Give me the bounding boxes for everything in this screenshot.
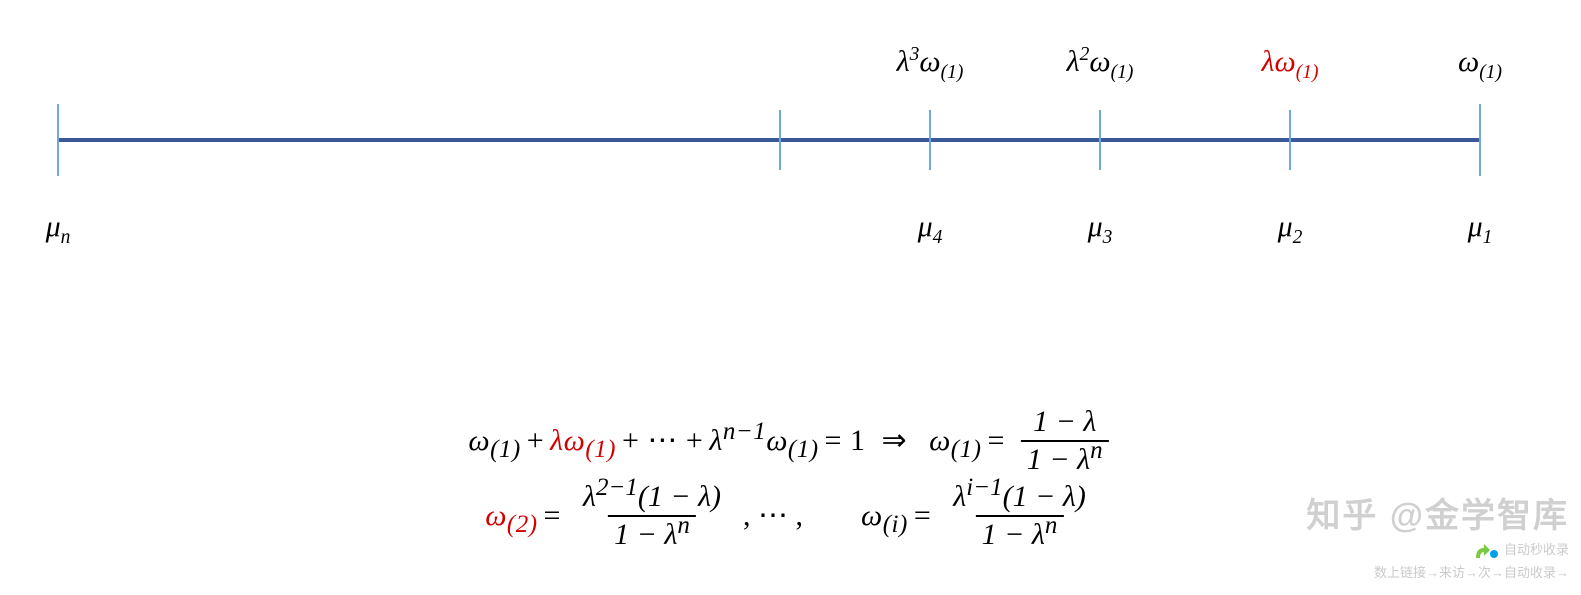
watermark-logo: 自动秒收录: [1306, 539, 1569, 560]
frac-num: λi−1(1 − λ): [947, 481, 1092, 515]
top-label-mu_2: λω(1): [1262, 45, 1319, 79]
bottom-label-mu_2: μ2: [1278, 210, 1303, 244]
frac-den: 1 − λn: [976, 515, 1064, 551]
watermark-main: 知乎 @金学智库: [1306, 488, 1569, 537]
top-label-mu_3: λ2ω(1): [1067, 45, 1134, 79]
tick-blank: [779, 110, 781, 170]
frac-omegai: λi−1(1 − λ) 1 − λn: [947, 481, 1092, 550]
tick-mu_2: [1289, 110, 1291, 170]
tick-mu_n: [57, 104, 59, 176]
tick-mu_1: [1479, 104, 1481, 176]
diagram-stage: μn λ3ω(1) μ4 λ2ω(1) μ3 λω(1) μ2 ω(1) μ1 ω(1)+λω(…: [0, 0, 1581, 595]
bottom-label-mu_1: μ1: [1468, 210, 1493, 244]
frac-den: 1 − λn: [1021, 440, 1109, 476]
watermark-sub: 数上链接→来访→次→自动收录→: [1306, 562, 1569, 581]
bottom-label-mu_4: μ4: [918, 210, 943, 244]
tick-mu_3: [1099, 110, 1101, 170]
frac-den: 1 − λn: [608, 515, 696, 551]
formula-block: ω(1)+λω(1)+ ⋯ +λn−1ω(1)= 1 ⇒ ω(1)= 1 − λ…: [468, 400, 1112, 556]
bottom-label-mu_3: μ3: [1088, 210, 1113, 244]
frac-num: 1 − λ: [1027, 406, 1102, 440]
formula-line-2: ω(2)= λ2−1(1 − λ) 1 − λn , ⋯ , ω(i)= λi−…: [468, 481, 1112, 550]
tick-mu_4: [929, 110, 931, 170]
autorecord-icon: [1474, 542, 1500, 560]
formula-line-1: ω(1)+λω(1)+ ⋯ +λn−1ω(1)= 1 ⇒ ω(1)= 1 − λ…: [468, 406, 1112, 475]
bottom-label-mu_n: μn: [46, 210, 71, 244]
frac-num: λ2−1(1 − λ): [577, 481, 727, 515]
frac-omega1: 1 − λ 1 − λn: [1021, 406, 1109, 475]
watermark: 知乎 @金学智库 自动秒收录 数上链接→来访→次→自动收录→: [1306, 488, 1569, 581]
top-label-mu_4: λ3ω(1): [897, 45, 964, 79]
frac-omega2: λ2−1(1 − λ) 1 − λn: [577, 481, 727, 550]
number-line: [58, 138, 1480, 142]
top-label-mu_1: ω(1): [1458, 45, 1502, 79]
